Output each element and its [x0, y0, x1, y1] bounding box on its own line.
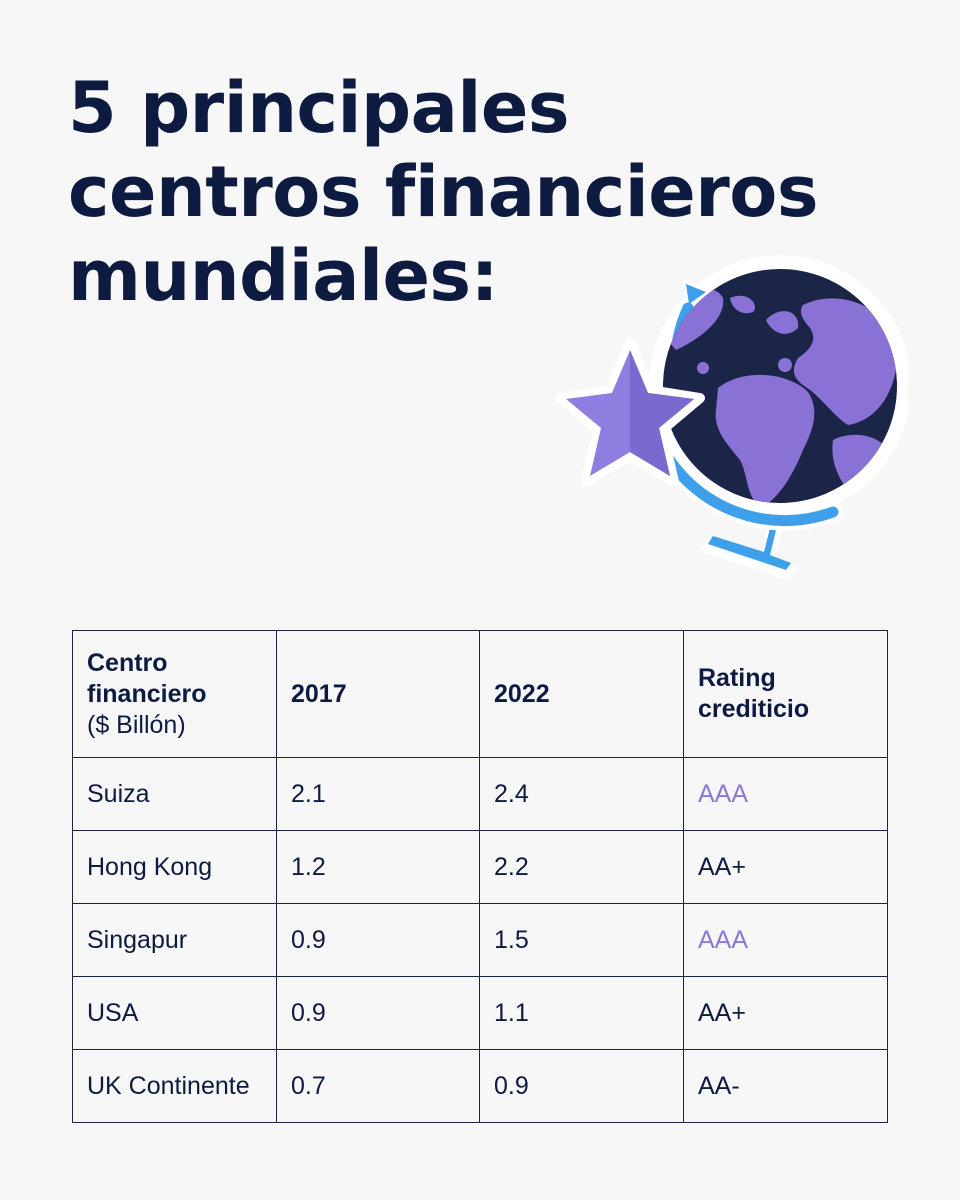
cell-2022: 1.5 — [479, 903, 684, 977]
cell-center: Hong Kong — [72, 830, 277, 904]
table-header-row: Centro financiero ($ Billón) 2017 2022 R… — [72, 630, 888, 758]
header-center: Centro financiero ($ Billón) — [72, 630, 277, 758]
cell-center: UK Continente — [72, 1049, 277, 1123]
cell-2022: 0.9 — [479, 1049, 684, 1123]
table-row: Hong Kong 1.2 2.2 AA+ — [72, 830, 888, 904]
cell-center: USA — [72, 976, 277, 1050]
table-row: USA 0.9 1.1 AA+ — [72, 976, 888, 1050]
cell-2017: 1.2 — [276, 830, 480, 904]
cell-rating: AA+ — [683, 976, 888, 1050]
cell-rating: AA- — [683, 1049, 888, 1123]
header-center-label: Centro financiero — [87, 648, 207, 708]
cell-center: Suiza — [72, 757, 277, 831]
cell-2017: 2.1 — [276, 757, 480, 831]
financial-centers-table: Centro financiero ($ Billón) 2017 2022 R… — [72, 630, 888, 1123]
cell-2022: 2.4 — [479, 757, 684, 831]
table-row: Suiza 2.1 2.4 AAA — [72, 757, 888, 831]
cell-2022: 2.2 — [479, 830, 684, 904]
cell-2017: 0.7 — [276, 1049, 480, 1123]
globe-with-star-icon — [555, 255, 908, 580]
title-line-2: centros financieros — [68, 151, 819, 233]
cell-rating: AAA — [683, 903, 888, 977]
header-rating: Rating crediticio — [683, 630, 888, 758]
table-row: UK Continente 0.7 0.9 AA- — [72, 1049, 888, 1123]
title-line-3: mundiales: — [68, 235, 499, 317]
page-title: 5 principales centros financieros mundia… — [68, 66, 819, 318]
cell-2022: 1.1 — [479, 976, 684, 1050]
cell-rating: AAA — [683, 757, 888, 831]
cell-rating: AA+ — [683, 830, 888, 904]
header-2017: 2017 — [276, 630, 480, 758]
table-row: Singapur 0.9 1.5 AAA — [72, 903, 888, 977]
cell-2017: 0.9 — [276, 903, 480, 977]
header-2022: 2022 — [479, 630, 684, 758]
title-line-1: 5 principales — [68, 67, 570, 149]
header-center-unit: ($ Billón) — [87, 710, 186, 739]
cell-2017: 0.9 — [276, 976, 480, 1050]
cell-center: Singapur — [72, 903, 277, 977]
